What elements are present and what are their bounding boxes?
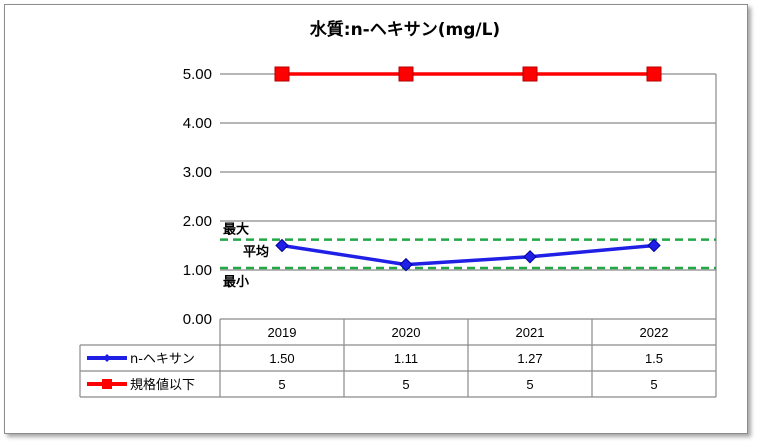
data-point-marker: [398, 66, 414, 82]
y-tick-label: 4.00: [183, 115, 212, 132]
y-tick-label: 5.00: [183, 66, 212, 83]
line-chart: 水質:n-ヘキサン(mg/L) 0.00 1.00 2.00 3.00 4.00 5.00…: [79, 19, 717, 398]
data-table-value: 1.11: [394, 351, 418, 366]
annotation-label: 平均: [243, 244, 269, 260]
legend-entry: n-ヘキサン: [130, 352, 195, 367]
data-table-value: 1.5: [645, 351, 663, 366]
data-table: 2019 2020 2021 2022 n-ヘキサン 1.50 1.11 1.27 1.5 規格値…: [79, 318, 717, 398]
reference-line-label: 最小: [223, 275, 249, 290]
data-table-value: 5: [402, 377, 409, 392]
reference-lines: [220, 238, 716, 270]
data-point-marker: [523, 250, 537, 264]
data-point-marker: [647, 238, 661, 253]
legend-swatch-marker: [102, 379, 112, 389]
reference-line-label: 最大: [223, 222, 249, 238]
series-layer: [274, 66, 662, 272]
data-table-value: 1.27: [517, 351, 542, 366]
y-tick-label: 2.00: [183, 213, 212, 230]
legend-swatch-marker: [103, 354, 111, 362]
chart-frame: 水質:n-ヘキサン(mg/L) 0.00 1.00 2.00 3.00 4.00 5.00…: [4, 4, 748, 434]
data-point-marker: [275, 238, 289, 253]
data-table-value: 1.50: [269, 351, 294, 366]
data-table-value: 5: [278, 377, 285, 392]
data-point-marker: [522, 66, 538, 82]
data-point-marker: [399, 257, 413, 272]
chart-title: 水質:n-ヘキサン(mg/L): [310, 19, 500, 40]
gridlines: [220, 73, 717, 319]
x-tick-label: 2020: [392, 325, 421, 340]
data-point-marker: [274, 66, 290, 82]
x-tick-label: 2019: [268, 325, 297, 340]
data-point-marker: [646, 66, 662, 82]
data-table-value: 5: [526, 377, 533, 392]
y-tick-label: 1.00: [183, 262, 212, 279]
x-tick-label: 2022: [640, 325, 669, 340]
data-table-value: 5: [650, 377, 657, 392]
y-axis-tick-labels: 0.00 1.00 2.00 3.00 4.00 5.00: [183, 66, 212, 328]
legend-entry: 規格値以下: [130, 377, 195, 393]
series-line: [281, 243, 655, 267]
y-tick-label: 3.00: [183, 164, 212, 181]
y-tick-label: 0.00: [183, 311, 212, 328]
x-tick-label: 2021: [516, 325, 545, 340]
